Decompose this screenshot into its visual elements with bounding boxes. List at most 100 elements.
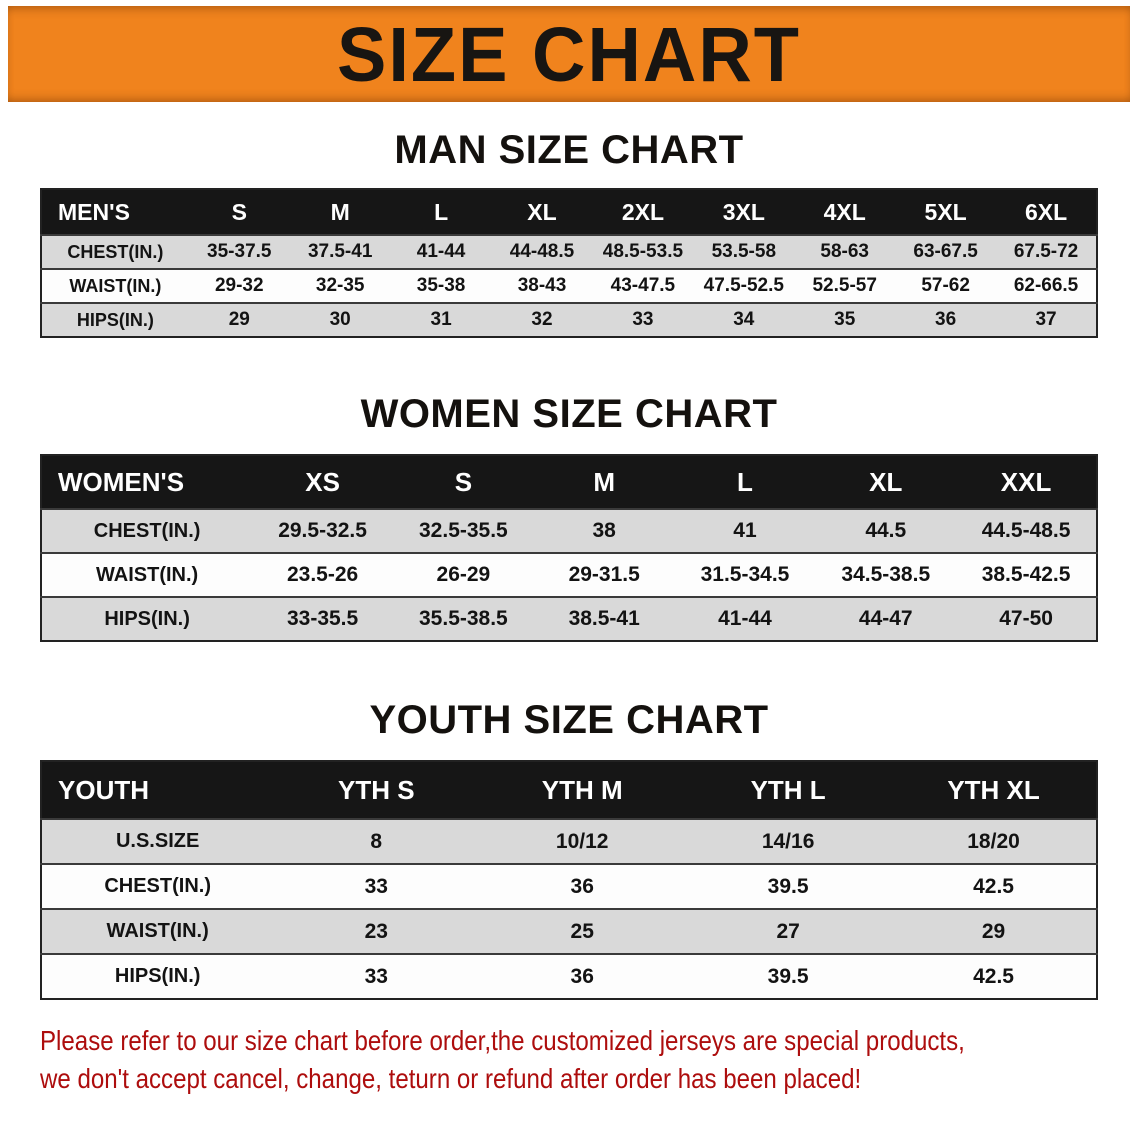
table-row: WAIST(IN.) 29-32 32-35 35-38 38-43 43-47.5 47.… [41, 269, 1097, 303]
table-title-cell: MEN'S [41, 189, 189, 235]
size-value-cell: 42.5 [973, 964, 1014, 988]
size-value-cell: 41-44 [416, 241, 466, 262]
table-row: HIPS(IN.) 29 30 31 32 33 34 35 36 37 [41, 303, 1097, 337]
table-title-cell: YOUTH [41, 761, 274, 819]
size-header-cell: M [533, 455, 675, 509]
row-label-cell: WAIST(IN.) [106, 920, 209, 942]
row-label-cell: CHEST(IN.) [93, 519, 201, 542]
table-row: U.S.SIZE 8 10/12 14/16 18/20 [41, 819, 1097, 864]
size-header-cell: YTH L [685, 761, 892, 819]
size-value-cell: 34 [733, 309, 755, 330]
size-value-cell: 67.5-72 [1013, 241, 1079, 262]
size-header-cell: L [390, 189, 492, 235]
row-label-cell: WAIST(IN.) [95, 563, 199, 586]
row-label-cell: HIPS(IN.) [76, 309, 154, 330]
size-value-cell: 36 [935, 309, 957, 330]
size-header-cell: YTH M [479, 761, 686, 819]
size-header-cell: 5XL [895, 189, 997, 235]
size-value-cell: 33-35.5 [286, 607, 359, 630]
size-header-cell: XL [491, 189, 593, 235]
size-value-cell: 41 [733, 519, 757, 542]
size-value-cell: 23 [364, 919, 388, 943]
size-value-cell: 39.5 [767, 964, 809, 988]
page-title: SIZE CHART [337, 10, 801, 98]
size-header-cell: 6XL [996, 189, 1097, 235]
table-row: CHEST(IN.) 33 36 39.5 42.5 [41, 864, 1097, 909]
size-value-cell: 33 [364, 874, 388, 898]
size-header-cell: XL [815, 455, 957, 509]
size-value-cell: 52.5-57 [812, 275, 877, 296]
size-value-cell: 25 [570, 919, 594, 943]
size-value-cell: 30 [329, 309, 351, 330]
size-value-cell: 63-67.5 [913, 241, 978, 262]
size-value-cell: 29-32 [214, 275, 264, 296]
row-label-cell: HIPS(IN.) [104, 607, 190, 630]
table-header-row: WOMEN'S XS S M L XL XXL [41, 455, 1097, 509]
size-value-cell: 58-63 [820, 241, 870, 262]
size-value-cell: 57-62 [921, 275, 970, 296]
size-value-cell: 44-47 [858, 607, 913, 630]
size-value-cell: 41-44 [718, 607, 772, 630]
size-value-cell: 53.5-58 [711, 241, 777, 262]
size-value-cell: 38-43 [517, 275, 567, 296]
size-value-cell: 33 [632, 309, 654, 330]
size-value-cell: 29 [981, 919, 1006, 943]
size-header-cell: 2XL [592, 189, 694, 235]
size-value-cell: 38.5-41 [568, 607, 640, 630]
size-value-cell: 27 [776, 919, 800, 943]
table-row: WAIST(IN.) 23 25 27 29 [41, 909, 1097, 954]
size-value-cell: 44.5-48.5 [981, 519, 1071, 542]
size-value-cell: 14/16 [761, 829, 815, 853]
row-label-cell: U.S.SIZE [115, 830, 200, 852]
men-size-section: MAN SIZE CHART MEN'S S M L XL 2XL 3XL 4XL 5XL 6XL… [0, 128, 1138, 338]
table-header-row: MEN'S S M L XL 2XL 3XL 4XL 5XL 6XL [41, 189, 1097, 235]
size-value-cell: 8 [370, 829, 383, 853]
size-header-cell: XS [252, 455, 393, 509]
size-value-cell: 47-50 [999, 607, 1053, 630]
banner: SIZE CHART [8, 6, 1130, 102]
row-label-cell: WAIST(IN.) [69, 275, 162, 296]
size-value-cell: 38 [592, 519, 616, 542]
size-value-cell: 43-47.5 [610, 275, 676, 296]
men-section-heading: MAN SIZE CHART [394, 128, 744, 172]
size-value-cell: 35-38 [416, 275, 466, 296]
size-value-cell: 18/20 [967, 829, 1020, 853]
size-value-cell: 31 [430, 309, 452, 330]
size-value-cell: 34.5-38.5 [841, 563, 931, 586]
table-row: HIPS(IN.) 33-35.5 35.5-38.5 38.5-41 41-44 44-… [41, 597, 1097, 641]
table-title-cell: WOMEN'S [41, 455, 253, 509]
size-value-cell: 44.5 [865, 519, 907, 542]
row-label-cell: CHEST(IN.) [67, 241, 164, 262]
size-value-cell: 62-66.5 [1013, 275, 1079, 296]
size-header-cell: L [674, 455, 816, 509]
size-value-cell: 47.5-52.5 [703, 275, 784, 296]
size-value-cell: 10/12 [555, 829, 609, 853]
size-value-cell: 35-37.5 [207, 241, 272, 262]
size-header-cell: YTH XL [891, 761, 1097, 819]
size-value-cell: 44-48.5 [509, 241, 575, 262]
disclaimer-line-2: we don't accept cancel, change, teturn o… [40, 1063, 862, 1095]
size-value-cell: 37.5-41 [307, 241, 373, 262]
row-label-cell: CHEST(IN.) [104, 875, 211, 897]
size-value-cell: 31.5-34.5 [700, 563, 790, 586]
size-value-cell: 48.5-53.5 [602, 241, 684, 262]
size-header-cell: S [188, 189, 290, 235]
size-header-cell: S [392, 455, 534, 509]
youth-size-table: YOUTH YTH S YTH M YTH L YTH XL U.S.SIZE 8 10/12… [40, 760, 1098, 1000]
size-header-cell: 4XL [794, 189, 896, 235]
size-value-cell: 29 [228, 309, 250, 330]
size-header-cell: YTH S [273, 761, 480, 819]
size-value-cell: 32-35 [315, 275, 365, 296]
men-size-table: MEN'S S M L XL 2XL 3XL 4XL 5XL 6XL CHEST(IN.) 35-37… [40, 188, 1098, 338]
table-row: WAIST(IN.) 23.5-26 26-29 29-31.5 31.5-34.5 34… [41, 553, 1097, 597]
row-label-cell: HIPS(IN.) [114, 965, 201, 987]
size-header-cell: M [289, 189, 391, 235]
size-value-cell: 35 [834, 309, 856, 330]
size-value-cell: 39.5 [767, 874, 809, 898]
table-row: HIPS(IN.) 33 36 39.5 42.5 [41, 954, 1097, 999]
size-value-cell: 36 [570, 964, 594, 988]
table-row: CHEST(IN.) 35-37.5 37.5-41 41-44 44-48.5 48.5… [41, 235, 1097, 269]
women-section-heading: WOMEN SIZE CHART [360, 392, 778, 436]
size-value-cell: 33 [364, 964, 388, 988]
